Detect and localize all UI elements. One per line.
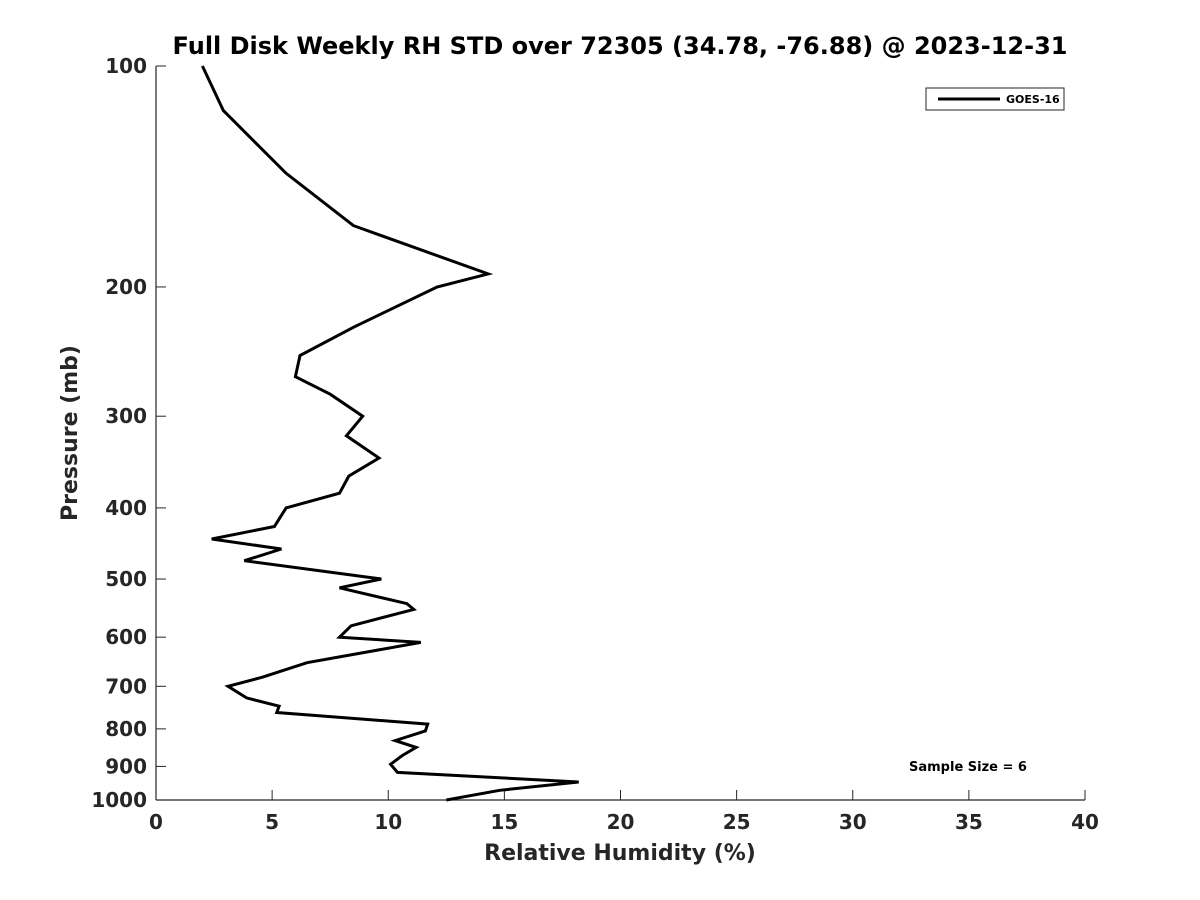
x-tick-label: 25: [723, 810, 751, 834]
y-tick-label: 200: [105, 275, 147, 299]
y-axis-ticks: 100 200 300 400 500 600 700 800 900 1000: [91, 54, 166, 812]
x-tick-label: 40: [1071, 810, 1099, 834]
y-tick-label: 100: [105, 54, 147, 78]
y-tick-label: 1000: [91, 788, 147, 812]
legend: GOES-16: [925, 87, 1065, 111]
y-tick-label: 400: [105, 496, 147, 520]
y-tick-label: 300: [105, 404, 147, 428]
y-tick-label: 500: [105, 567, 147, 591]
legend-label: GOES-16: [1006, 93, 1060, 106]
x-tick-label: 35: [955, 810, 983, 834]
y-tick-label: 900: [105, 754, 147, 778]
x-tick-label: 0: [149, 810, 163, 834]
x-tick-label: 20: [607, 810, 635, 834]
chart-title: Full Disk Weekly RH STD over 72305 (34.7…: [173, 32, 1068, 60]
x-tick-label: 10: [374, 810, 402, 834]
y-tick-label: 600: [105, 625, 147, 649]
series-line-goes-16: [201, 65, 579, 802]
x-tick-label: 30: [839, 810, 867, 834]
series-layer: [201, 65, 579, 802]
x-tick-label: 5: [265, 810, 279, 834]
y-tick-label: 700: [105, 674, 147, 698]
y-tick-label: 800: [105, 717, 147, 741]
y-axis-label: Pressure (mb): [58, 345, 83, 521]
sample-size-annotation: Sample Size = 6: [909, 760, 1027, 775]
x-tick-label: 15: [490, 810, 518, 834]
x-axis-ticks: 0 5 10 15 20 25 30 35 40: [149, 790, 1099, 834]
x-axis-label: Relative Humidity (%): [484, 841, 756, 866]
